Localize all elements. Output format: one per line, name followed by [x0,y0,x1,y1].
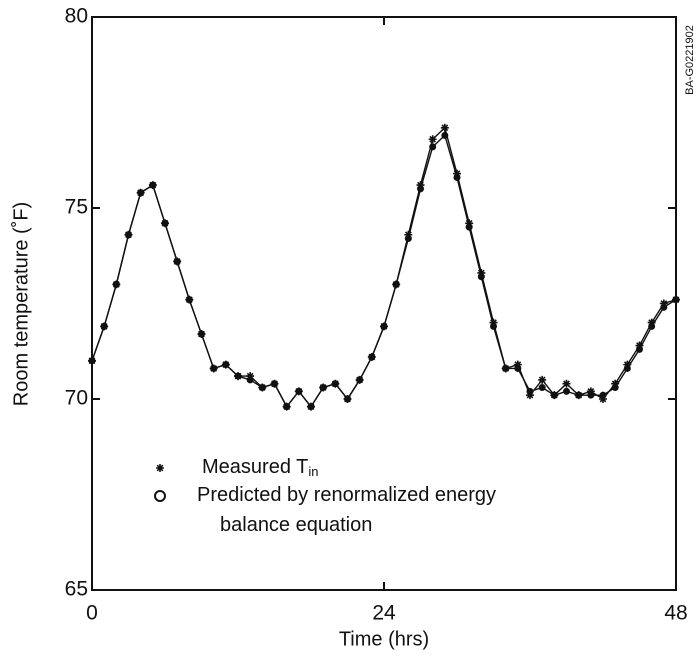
legend-label: Measured Tin [202,456,318,479]
point [502,364,510,372]
y-axis-label: Room temperature (˚F) [10,202,32,407]
y-tick-label: 65 [65,578,88,601]
point [599,391,607,399]
point [538,384,546,392]
point [623,364,631,372]
point [465,223,473,231]
point [611,384,619,392]
point [611,379,620,388]
point [258,384,266,392]
point [222,361,230,369]
point [149,181,157,189]
point [185,296,193,304]
point [246,372,255,381]
legend-marker [154,490,166,502]
point [453,173,461,181]
x-tick-label: 24 [372,602,396,625]
point [526,387,534,395]
point [246,376,254,384]
point [319,384,327,392]
legend-marker [156,464,164,472]
point [137,189,145,197]
point [636,345,643,353]
point [672,296,680,304]
point [198,330,205,338]
point [550,391,558,399]
series-line [91,134,677,408]
point [562,379,571,388]
point [513,360,522,369]
point [586,387,595,396]
point [161,219,169,227]
x-axis-label: Time (hrs) [339,628,429,650]
point [575,391,583,399]
point [599,395,607,403]
x-tick-label: 0 [86,602,98,625]
side-note: BA-G0221902 [684,25,696,95]
legend-label-line: balance equation [220,514,372,536]
point [490,322,497,330]
point [125,231,132,239]
point [271,380,278,388]
point [563,387,570,395]
point [429,143,437,151]
point [526,391,534,400]
y-tick-label: 75 [65,196,88,219]
point [112,280,120,288]
point [538,375,547,384]
legend-label-line: Predicted by renormalized energy [197,484,496,506]
point [514,364,522,372]
point [344,395,351,403]
point [417,185,424,193]
point [404,230,413,239]
point [453,169,461,178]
point [477,268,486,277]
legend-label-main: Measured T [202,456,308,478]
x-tick-label: 48 [664,602,687,625]
point [210,364,218,372]
point [465,219,474,228]
point [173,257,181,265]
legend-label-subscript: in [308,464,318,479]
point [234,372,242,380]
point [283,403,291,411]
point [392,280,400,288]
y-tick-label: 80 [65,5,88,28]
point [416,181,425,190]
point [587,391,595,399]
point [441,131,449,139]
point [648,322,656,330]
point [307,403,315,411]
point [647,318,656,327]
point [659,299,668,308]
point [440,123,449,132]
point [295,387,303,395]
point [428,135,437,144]
point [100,322,108,330]
point [660,303,668,311]
legend-label: Predicted by renormalized energy balance … [197,484,496,536]
point [489,318,498,327]
point [477,273,485,281]
point [380,322,388,330]
y-tick-label: 70 [65,387,88,410]
point [368,353,376,361]
point [356,376,364,384]
point [623,360,632,369]
point [331,380,339,388]
point [88,357,96,365]
point [635,341,644,350]
point [404,235,412,243]
